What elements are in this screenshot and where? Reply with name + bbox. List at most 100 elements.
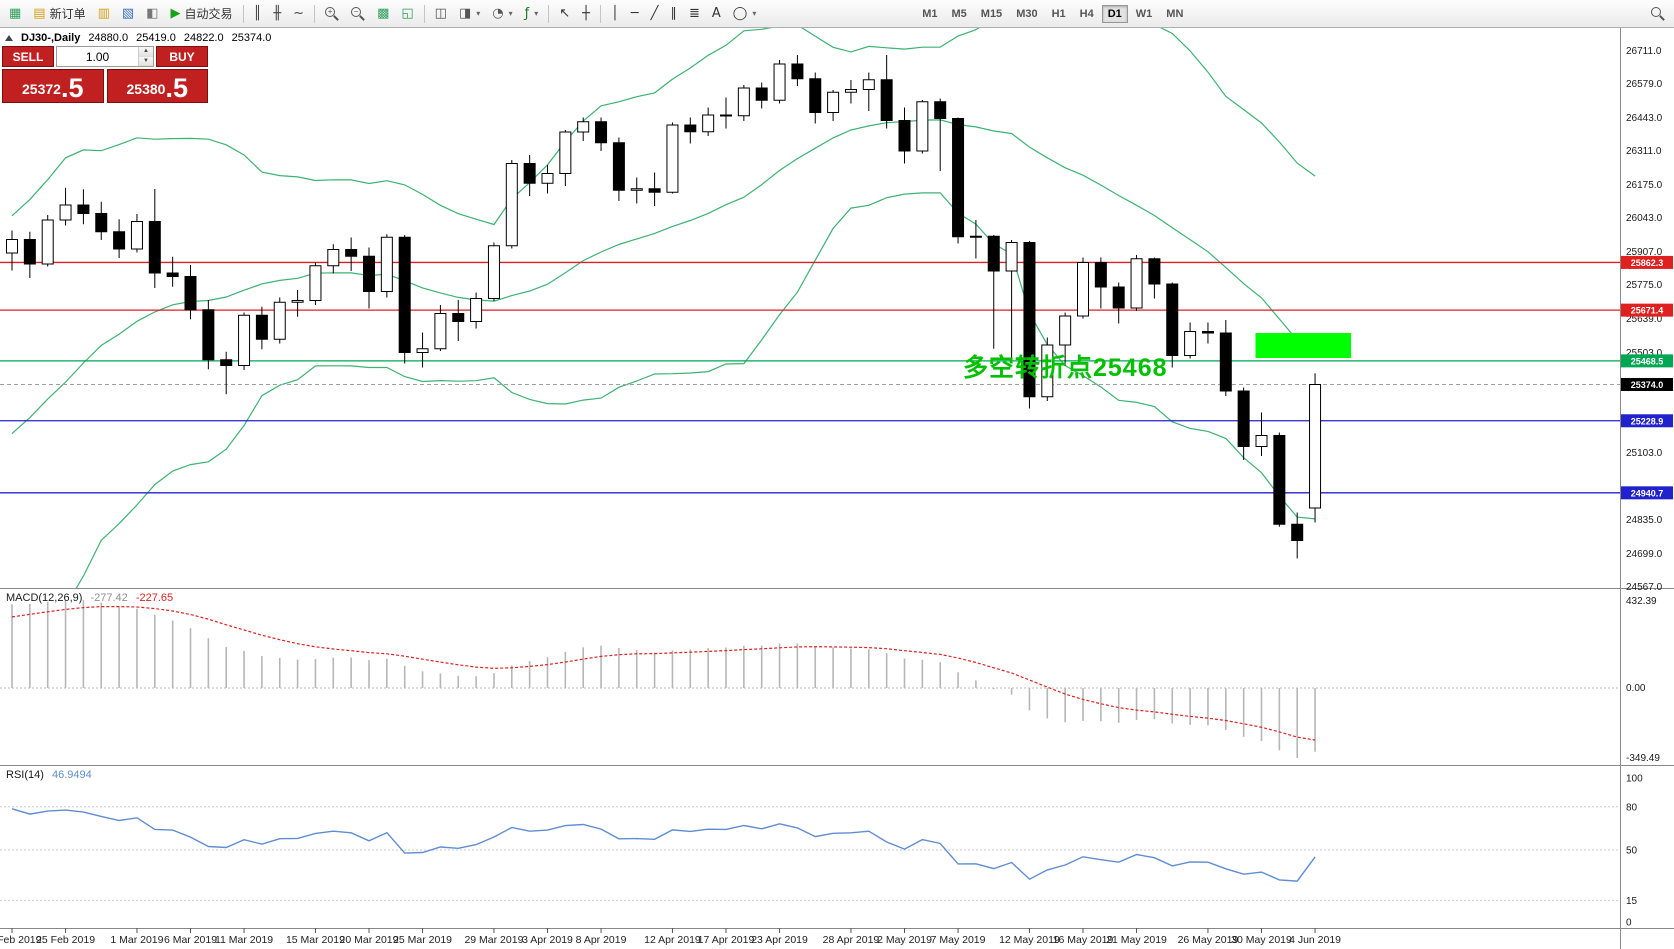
profiles-dropdown[interactable]: ◨ ▾ bbox=[454, 3, 485, 25]
search-icon[interactable] bbox=[1646, 3, 1670, 25]
axis-label: -349.49 bbox=[1626, 753, 1660, 764]
axis-label: 25503.0 bbox=[1626, 348, 1663, 359]
cursor-icon[interactable]: ↖ bbox=[554, 3, 575, 25]
bar-chart-icon[interactable]: ║ bbox=[249, 3, 267, 25]
axis-label: 26043.0 bbox=[1626, 213, 1663, 224]
zoom-out-icon[interactable]: − bbox=[346, 3, 370, 25]
axis-label: 26579.0 bbox=[1626, 79, 1663, 90]
price-chart-canvas[interactable]: 26711.0 26579.0 26443.0 26311.0 26175.0 26043… bbox=[0, 28, 1674, 949]
timeframe-button-m1[interactable]: M1 bbox=[922, 7, 938, 20]
vertical-line-icon-glyph: │ bbox=[610, 6, 619, 21]
chart-shift-icon-glyph: ◱ bbox=[401, 6, 414, 21]
arrow-objects-dropdown[interactable]: ◯ ▾ bbox=[728, 3, 762, 25]
volume-box: ▲ ▼ bbox=[56, 46, 154, 67]
ohlc-open: 24880.0 bbox=[88, 32, 129, 44]
macd-name: MACD(12,26,9) bbox=[6, 592, 83, 604]
ohlc-low: 24822.0 bbox=[183, 32, 224, 44]
axis-label: 15 bbox=[1626, 896, 1638, 907]
zoom-in-icon[interactable]: + bbox=[320, 3, 344, 25]
date-tick-label: 8 Apr 2019 bbox=[576, 934, 627, 946]
timeframes-dropdown[interactable]: ◔ ▾ bbox=[487, 3, 517, 25]
search-icon bbox=[1651, 6, 1665, 21]
sell-price-display[interactable]: 25372.5 bbox=[2, 69, 104, 103]
price-tag-label: 25374.0 bbox=[1631, 380, 1664, 390]
chart-annotation-text[interactable]: 多空转折点25468 bbox=[963, 354, 1168, 382]
price-tags: 25862.3 25671.4 25468.5 25228.9 24940.7 25374… bbox=[1621, 255, 1673, 500]
autotrading-button[interactable]: ▶ 自动交易 bbox=[166, 3, 238, 25]
sell-button[interactable]: SELL bbox=[2, 46, 54, 67]
data-window-icon[interactable]: ◧ bbox=[141, 3, 163, 25]
volume-spinner: ▲ ▼ bbox=[138, 47, 153, 66]
indicators-dropdown[interactable]: ƒ ▾ bbox=[520, 3, 544, 25]
line-chart-icon[interactable]: ~ bbox=[288, 3, 309, 25]
timeframe-button-m5[interactable]: M5 bbox=[951, 7, 967, 20]
timeframe-button-h4[interactable]: H4 bbox=[1079, 7, 1094, 20]
price-big-digits: .5 bbox=[60, 73, 84, 104]
volume-down-button[interactable]: ▼ bbox=[139, 56, 153, 66]
date-tick-label: 25 Feb 2019 bbox=[36, 934, 95, 946]
macd-indicator-label: MACD(12,26,9) -277.42 -227.65 bbox=[6, 592, 178, 604]
channel-icon[interactable]: ∥ bbox=[665, 3, 682, 25]
chevron-down-icon: ▾ bbox=[534, 9, 539, 18]
price-tag bbox=[1621, 378, 1673, 391]
price-main-digits: 25372 bbox=[22, 81, 61, 97]
axis-label: 26443.0 bbox=[1626, 113, 1663, 124]
date-tick-label: 12 May 2019 bbox=[999, 934, 1060, 946]
market-watch-icon[interactable]: ▧ bbox=[117, 3, 139, 25]
vertical-line-icon[interactable]: │ bbox=[606, 3, 624, 25]
price-big-digits: .5 bbox=[165, 73, 188, 104]
buy-price-display[interactable]: 25380.5 bbox=[106, 69, 208, 104]
axis-label: 50 bbox=[1626, 846, 1638, 857]
price-tag-label: 25228.9 bbox=[1631, 416, 1664, 426]
volume-input[interactable] bbox=[57, 47, 138, 66]
timeframe-button-d1[interactable]: D1 bbox=[1101, 4, 1128, 23]
rsi-value: 46.9494 bbox=[51, 769, 92, 781]
data-window-icon-glyph: ◧ bbox=[146, 6, 159, 21]
trendline-icon[interactable]: ╱ bbox=[646, 3, 664, 25]
chart-shift-icon[interactable]: ◱ bbox=[396, 3, 418, 25]
new-order-button[interactable]: ▤ 新订单 bbox=[28, 3, 90, 25]
price-tag bbox=[1621, 354, 1673, 368]
macd-signal-value: -227.65 bbox=[135, 592, 174, 604]
chevron-down-icon: ▾ bbox=[476, 9, 481, 18]
timeframe-button-h1[interactable]: H1 bbox=[1051, 7, 1066, 20]
timeframes-dropdown-glyph: ◔ bbox=[492, 6, 504, 21]
new-order-button-label: 新订单 bbox=[49, 7, 86, 21]
candlestick-chart-icon[interactable]: ╫ bbox=[268, 3, 286, 25]
chart-window-icon[interactable]: ▥ bbox=[93, 3, 115, 25]
axis-label: 25907.0 bbox=[1626, 247, 1663, 258]
date-tick-label: 21 May 2019 bbox=[1106, 934, 1167, 946]
auto-scroll-icon[interactable]: ▩ bbox=[372, 3, 394, 25]
line-chart-icon-glyph: ~ bbox=[293, 6, 305, 21]
date-tick-label: 26 May 2019 bbox=[1178, 934, 1239, 946]
fibonacci-icon-glyph: ≣ bbox=[688, 6, 700, 21]
volume-up-button[interactable]: ▲ bbox=[139, 47, 153, 57]
timeframe-button-m15[interactable]: M15 bbox=[980, 7, 1003, 20]
chart-window-icon-glyph: ▥ bbox=[97, 6, 110, 21]
symbol-expand-icon[interactable] bbox=[5, 35, 13, 41]
autotrading-glyph: ▶ bbox=[170, 6, 181, 21]
date-tick-label: 6 Mar 2019 bbox=[164, 934, 217, 946]
main-toolbar: ▦ ▤ 新订单 ▥ ▧ ◧ ▶ 自动交易 ║ ╫ ~ + − ▩ ◱ ◫ ◨ ▾ ◔ ▾ ƒ ▾ ↖ ┼ │ ─ ╱ ∥ ≣ A ◯ ▾ M1 M… bbox=[0, 0, 1674, 28]
date-tick-label: 29 Mar 2019 bbox=[464, 934, 523, 946]
axis-label: 100 bbox=[1626, 774, 1643, 785]
text-icon[interactable]: A bbox=[707, 3, 726, 25]
fibonacci-icon[interactable]: ≣ bbox=[684, 3, 705, 25]
crosshair-icon[interactable]: ┼ bbox=[577, 3, 595, 25]
new-window-icon[interactable]: ◫ bbox=[430, 3, 452, 25]
price-tag-label: 24940.7 bbox=[1631, 488, 1664, 498]
terminal-icon[interactable]: ▦ bbox=[4, 3, 26, 25]
buy-button[interactable]: BUY bbox=[156, 46, 208, 67]
axis-label: 432.39 bbox=[1626, 596, 1657, 607]
arrow-objects-dropdown-glyph: ◯ bbox=[732, 6, 748, 21]
bollinger-bands bbox=[11, 28, 1316, 588]
chevron-down-icon: ▾ bbox=[752, 9, 757, 18]
timeframe-button-mn[interactable]: MN bbox=[1166, 7, 1184, 20]
timeframe-button-m30[interactable]: M30 bbox=[1016, 7, 1038, 20]
bar-chart-icon-glyph: ║ bbox=[253, 6, 262, 21]
horizontal-line-icon[interactable]: ─ bbox=[626, 3, 644, 25]
crosshair-icon-glyph: ┼ bbox=[582, 6, 590, 21]
highlight-rectangle-object[interactable] bbox=[1255, 333, 1352, 358]
timeframe-button-w1[interactable]: W1 bbox=[1135, 7, 1153, 20]
